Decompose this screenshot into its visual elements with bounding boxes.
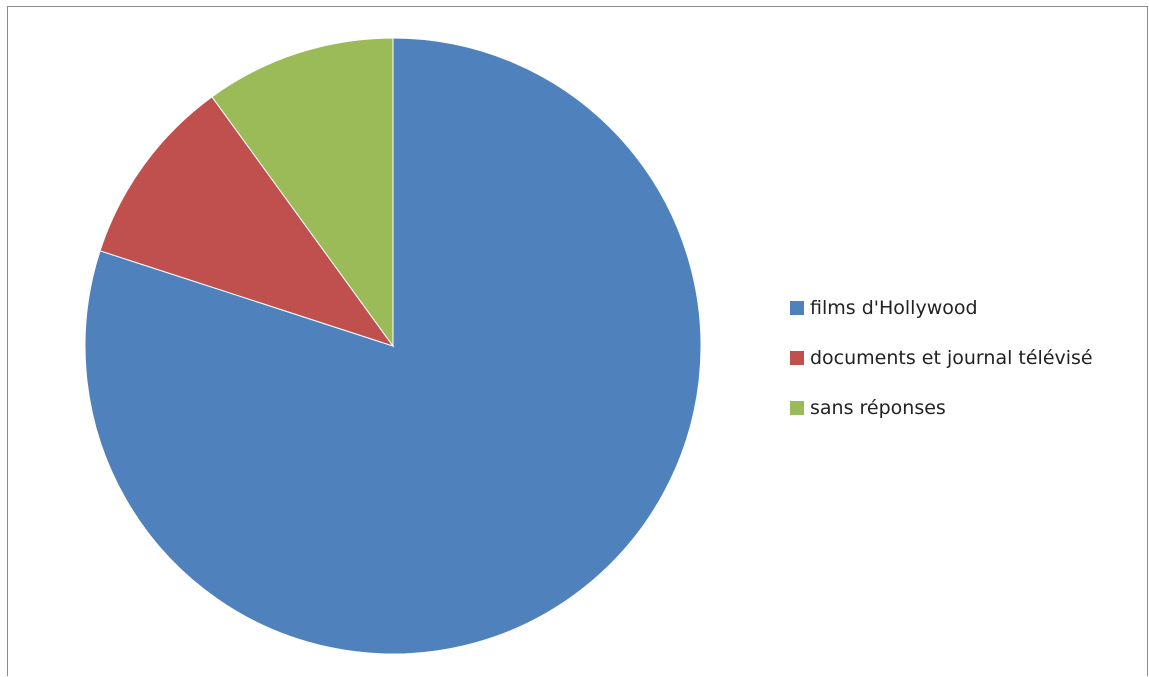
legend-item-3: sans réponses xyxy=(790,383,1093,433)
legend-item-1: films d'Hollywood xyxy=(790,283,1093,333)
legend-swatch xyxy=(790,351,804,365)
pie-slice-3 xyxy=(211,37,394,348)
legend-swatch xyxy=(790,401,804,415)
legend-label: documents et journal télévisé xyxy=(810,347,1093,369)
pie-slice-2 xyxy=(99,96,395,347)
legend-item-2: documents et journal télévisé xyxy=(790,333,1093,383)
legend-swatch xyxy=(790,301,804,315)
legend-label: films d'Hollywood xyxy=(810,297,978,319)
legend-label: sans réponses xyxy=(810,397,946,419)
legend: films d'Hollywood documents et journal té… xyxy=(790,283,1093,433)
